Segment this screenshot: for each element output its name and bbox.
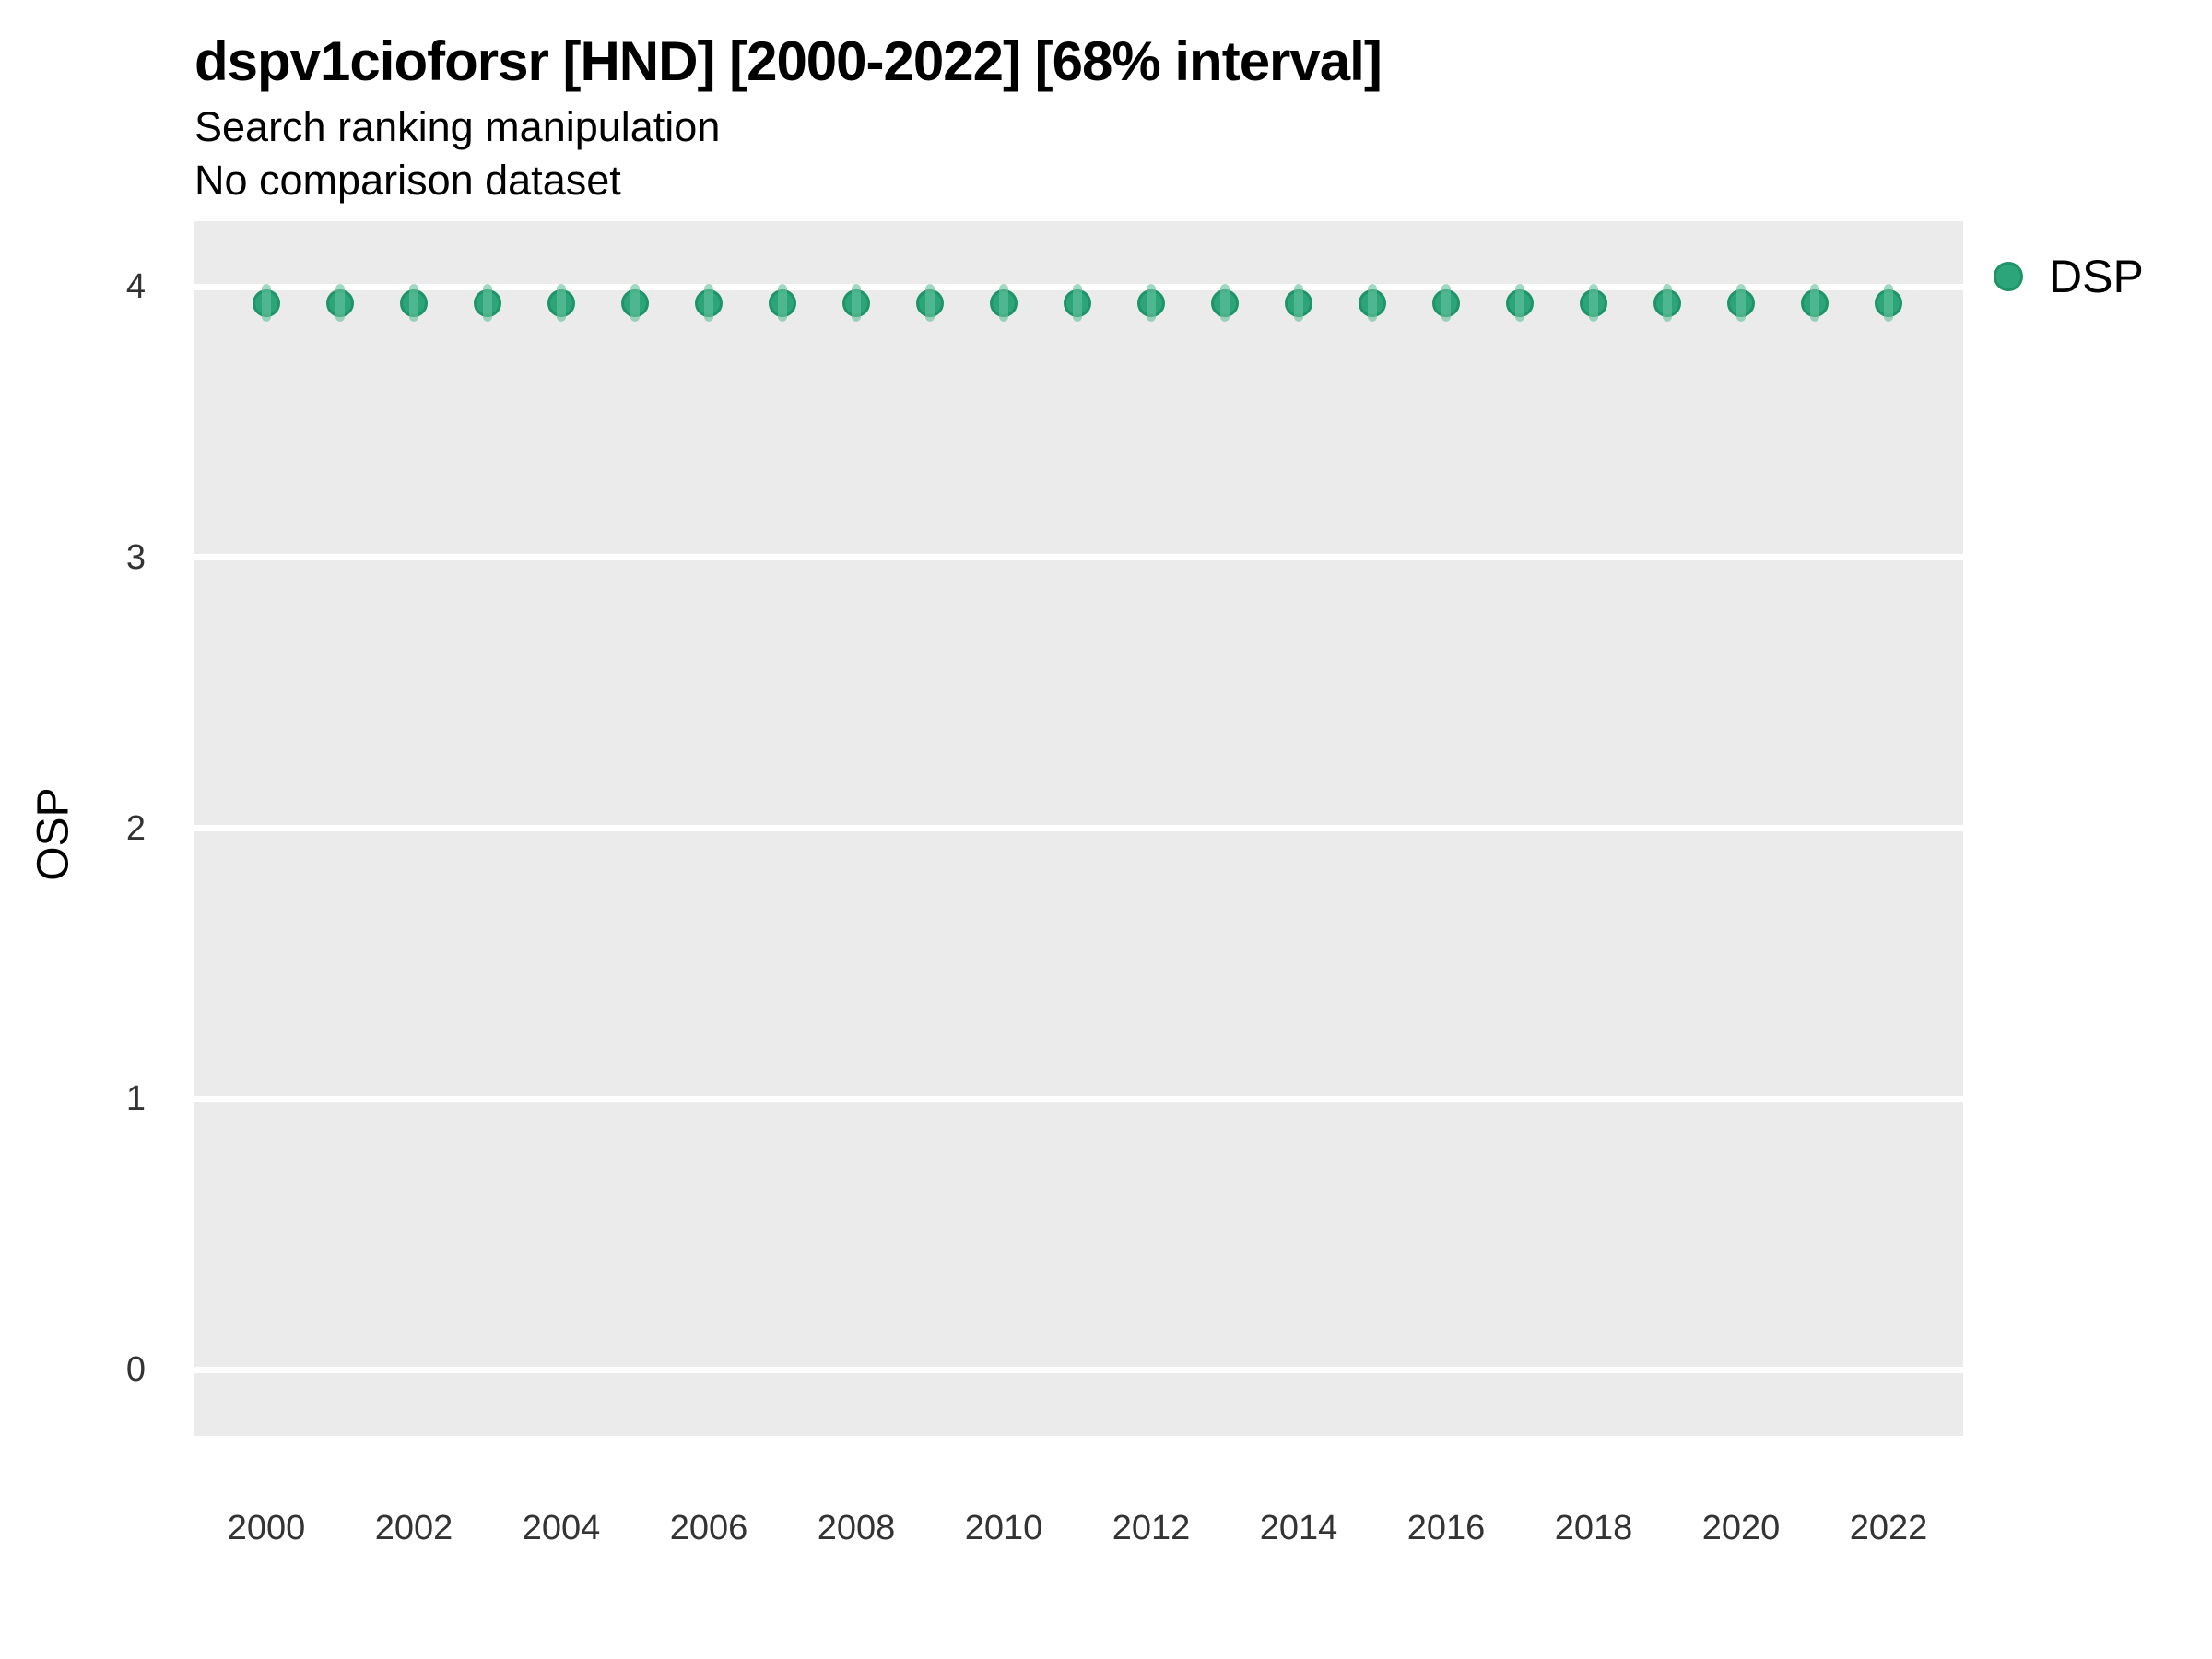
interval-bar-2021 xyxy=(1810,284,1819,323)
interval-bar-2018 xyxy=(1589,284,1598,323)
gridline-y-3 xyxy=(194,554,1963,561)
interval-bar-2022 xyxy=(1884,284,1893,323)
interval-bar-2003 xyxy=(483,284,492,323)
y-tick-label-0: 0 xyxy=(125,1350,146,1389)
interval-bar-2020 xyxy=(1736,284,1746,323)
gridline-y-2 xyxy=(194,825,1963,831)
y-tick-label-2: 2 xyxy=(125,808,146,848)
interval-bar-2009 xyxy=(925,284,935,323)
interval-bar-2016 xyxy=(1441,284,1451,323)
interval-bar-2011 xyxy=(1073,284,1082,323)
y-tick-label-3: 3 xyxy=(125,537,146,577)
x-tick-label-2016: 2016 xyxy=(1406,1509,1486,1547)
chart-subtitle-line2: No comparison dataset xyxy=(194,157,621,204)
interval-bar-2000 xyxy=(262,284,271,323)
interval-bar-2002 xyxy=(409,284,418,323)
legend: DSP xyxy=(1994,251,2144,302)
interval-bar-2006 xyxy=(704,284,713,323)
gridline-y-0 xyxy=(194,1366,1963,1373)
interval-bar-2019 xyxy=(1663,284,1672,323)
x-tick-label-2022: 2022 xyxy=(1849,1509,1928,1547)
x-tick-label-2012: 2012 xyxy=(1112,1509,1191,1547)
x-tick-label-2014: 2014 xyxy=(1259,1509,1338,1547)
legend-label: DSP xyxy=(2049,251,2144,302)
interval-bar-2015 xyxy=(1368,284,1377,323)
legend-marker-dsp xyxy=(1994,262,2023,291)
interval-bar-2014 xyxy=(1294,284,1303,323)
chart-title: dspv1cioforsr [HND] [2000-2022] [68% int… xyxy=(194,30,1382,92)
plot-panel xyxy=(194,221,1963,1436)
interval-bar-2004 xyxy=(557,284,566,323)
y-axis-title: OSP xyxy=(29,787,78,881)
y-tick-label-4: 4 xyxy=(125,267,146,306)
interval-bar-2008 xyxy=(852,284,861,323)
x-tick-label-2004: 2004 xyxy=(522,1509,601,1547)
interval-bar-2007 xyxy=(778,284,787,323)
y-tick-label-1: 1 xyxy=(125,1079,146,1119)
interval-bar-2010 xyxy=(999,284,1008,323)
x-tick-label-2020: 2020 xyxy=(1701,1509,1781,1547)
interval-bar-2017 xyxy=(1515,284,1524,323)
interval-bar-2001 xyxy=(335,284,345,323)
interval-bar-2012 xyxy=(1147,284,1156,323)
chart-subtitle-line1: Search ranking manipulation xyxy=(194,103,721,150)
interval-bar-2005 xyxy=(630,284,640,323)
x-tick-label-2010: 2010 xyxy=(964,1509,1043,1547)
gridline-y-1 xyxy=(194,1095,1963,1102)
interval-bar-2013 xyxy=(1220,284,1230,323)
x-tick-label-2000: 2000 xyxy=(227,1509,306,1547)
x-tick-label-2006: 2006 xyxy=(669,1509,748,1547)
x-tick-label-2002: 2002 xyxy=(374,1509,453,1547)
x-tick-label-2018: 2018 xyxy=(1554,1509,1633,1547)
x-tick-label-2008: 2008 xyxy=(817,1509,896,1547)
